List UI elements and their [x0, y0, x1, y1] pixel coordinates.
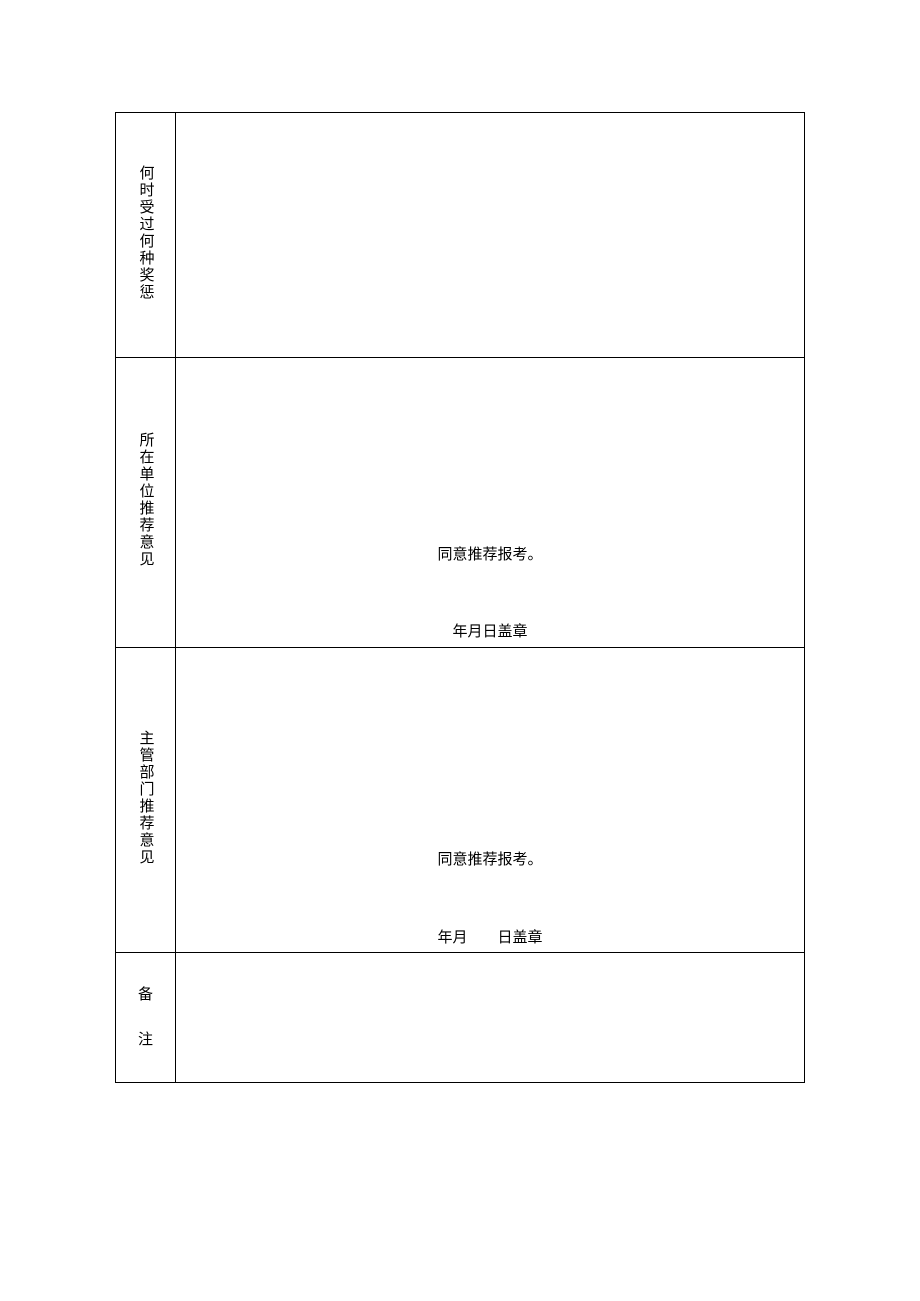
department-recommendation-label-cell: 主管部门推荐意见	[116, 648, 176, 953]
notes-label-line1: 备	[116, 973, 175, 1018]
notes-content-cell	[176, 953, 805, 1083]
unit-recommendation-label: 所在单位推荐意见	[137, 432, 155, 568]
department-recommendation-text: 同意推荐报考。	[176, 848, 804, 869]
unit-recommendation-text: 同意推荐报考。	[176, 543, 804, 564]
unit-recommendation-label-cell: 所在单位推荐意见	[116, 358, 176, 648]
unit-recommendation-row: 所在单位推荐意见 同意推荐报考。 年月日盖章	[116, 358, 805, 648]
unit-recommendation-content-cell: 同意推荐报考。 年月日盖章	[176, 358, 805, 648]
department-recommendation-content-cell: 同意推荐报考。 年月 日盖章	[176, 648, 805, 953]
notes-row: 备 注	[116, 953, 805, 1083]
notes-label-line2: 注	[116, 1018, 175, 1063]
department-recommendation-row: 主管部门推荐意见 同意推荐报考。 年月 日盖章	[116, 648, 805, 953]
department-recommendation-date: 年月 日盖章	[176, 926, 804, 947]
department-recommendation-label: 主管部门推荐意见	[137, 730, 155, 866]
form-table: 何时受过何种奖惩 所在单位推荐意见 同意推荐报考。 年月日盖章 主管部门推荐意见…	[115, 112, 805, 1083]
awards-row: 何时受过何种奖惩	[116, 113, 805, 358]
awards-label: 何时受过何种奖惩	[137, 165, 155, 301]
awards-content-cell	[176, 113, 805, 358]
notes-label-cell: 备 注	[116, 953, 176, 1083]
unit-recommendation-date: 年月日盖章	[176, 620, 804, 641]
awards-label-cell: 何时受过何种奖惩	[116, 113, 176, 358]
